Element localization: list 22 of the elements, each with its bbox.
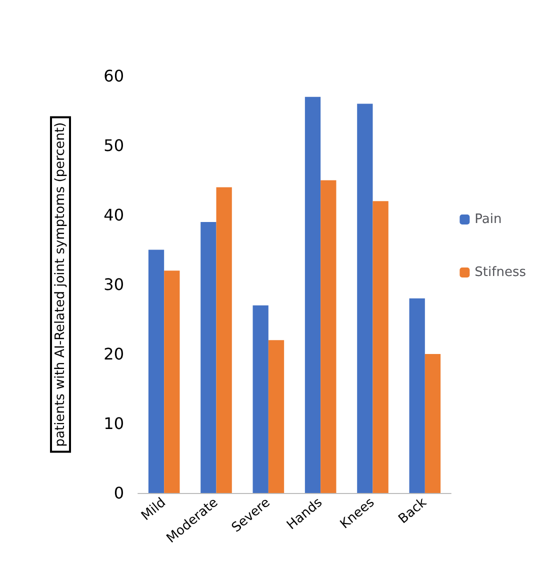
y-axis-title: patients with AI-Related joint symptoms (percent): [53, 122, 68, 447]
bar: [164, 270, 180, 493]
bar: [357, 104, 373, 493]
bar: [424, 354, 441, 493]
bar: [409, 298, 425, 493]
bar: [372, 201, 388, 493]
y-tick-label: 60: [104, 66, 124, 86]
bar: [148, 250, 164, 493]
bar: [320, 180, 336, 493]
bar: [304, 96, 321, 493]
y-tick-label: 40: [104, 206, 124, 224]
bar: [216, 187, 232, 493]
legend-label: Pain: [474, 212, 502, 227]
bar: [268, 340, 284, 493]
y-tick-label: 30: [104, 275, 124, 294]
bar: [252, 305, 268, 493]
y-tick-label: 20: [104, 344, 124, 364]
legend-label: Stifness: [474, 265, 526, 280]
bar: [200, 222, 216, 493]
y-tick-label: 0: [114, 484, 124, 502]
y-tick-label: 50: [104, 136, 124, 155]
y-tick-label: 10: [104, 414, 124, 433]
